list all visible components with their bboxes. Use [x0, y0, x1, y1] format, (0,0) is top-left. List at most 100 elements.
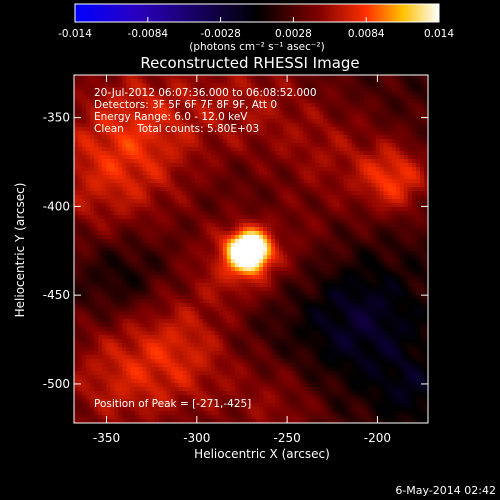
- heatmap-cell: [86, 247, 91, 252]
- heatmap-cell: [226, 411, 232, 416]
- heatmap-cell: [226, 75, 232, 80]
- heatmap-cell: [102, 143, 107, 148]
- heatmap-cell: [234, 187, 240, 192]
- heatmap-cell: [238, 267, 244, 272]
- heatmap-cell: [158, 179, 163, 184]
- heatmap-cell: [198, 299, 204, 304]
- heatmap-cell: [246, 179, 252, 184]
- heatmap-cell: [198, 335, 204, 340]
- heatmap-cell: [267, 299, 272, 304]
- heatmap-cell: [138, 255, 143, 260]
- heatmap-cell: [154, 175, 159, 180]
- heatmap-cell: [134, 107, 139, 112]
- heatmap-cell: [206, 107, 212, 112]
- heatmap-cell: [202, 335, 208, 340]
- heatmap-cell: [166, 139, 172, 144]
- heatmap-cell: [198, 395, 204, 400]
- heatmap-cell: [142, 231, 147, 236]
- heatmap-cell: [279, 259, 284, 264]
- heatmap-cell: [194, 191, 200, 196]
- heatmap-cell: [114, 327, 119, 332]
- heatmap-cell: [267, 383, 272, 388]
- heatmap-cell: [154, 239, 159, 244]
- heatmap-cell: [206, 187, 212, 192]
- heatmap-cell: [86, 239, 91, 244]
- heatmap-cell: [202, 263, 208, 268]
- heatmap-cell: [226, 371, 232, 376]
- heatmap-cell: [267, 83, 272, 88]
- heatmap-cell: [295, 275, 300, 280]
- heatmap-cell: [182, 235, 188, 240]
- heatmap-cell: [142, 175, 147, 180]
- heatmap-cell: [158, 291, 163, 296]
- heatmap-cell: [90, 395, 95, 400]
- heatmap-cell: [146, 203, 151, 208]
- heatmap-cell: [226, 195, 232, 200]
- heatmap-cell: [202, 299, 208, 304]
- heatmap-cell: [166, 135, 172, 140]
- heatmap-cell: [186, 155, 192, 160]
- heatmap-cell: [291, 175, 296, 180]
- heatmap-cell: [162, 95, 168, 100]
- heatmap-cell: [206, 195, 212, 200]
- heatmap-cell: [118, 255, 123, 260]
- heatmap-cell: [94, 379, 99, 384]
- heatmap-cell: [166, 171, 172, 176]
- heatmap-cell: [263, 91, 268, 96]
- heatmap-cell: [74, 223, 79, 228]
- heatmap-cell: [267, 127, 272, 132]
- heatmap-cell: [110, 395, 115, 400]
- heatmap-cell: [186, 87, 192, 92]
- heatmap-cell: [138, 399, 143, 404]
- heatmap-cell: [230, 391, 236, 396]
- heatmap-cell: [194, 251, 200, 256]
- heatmap-cell: [299, 299, 304, 304]
- heatmap-cell: [174, 219, 180, 224]
- heatmap-cell: [138, 299, 143, 304]
- heatmap-cell: [202, 271, 208, 276]
- heatmap-cell: [242, 75, 248, 80]
- heatmap-cell: [259, 135, 264, 140]
- heatmap-cell: [138, 167, 143, 172]
- heatmap-cell: [78, 399, 83, 404]
- heatmap-cell: [234, 355, 240, 360]
- heatmap-cell: [150, 395, 155, 400]
- heatmap-cell: [182, 267, 188, 272]
- heatmap-cell: [234, 415, 240, 420]
- heatmap-cell: [275, 83, 280, 88]
- heatmap-cell: [246, 283, 252, 288]
- heatmap-cell: [102, 295, 107, 300]
- heatmap-cell: [98, 223, 103, 228]
- heatmap-cell: [263, 231, 268, 236]
- heatmap-cell: [82, 295, 87, 300]
- heatmap-cell: [110, 371, 115, 376]
- heatmap-cell: [158, 103, 163, 108]
- heatmap-cell: [174, 107, 180, 112]
- heatmap-cell: [114, 363, 119, 368]
- heatmap-cell: [267, 139, 272, 144]
- heatmap-cell: [255, 315, 260, 320]
- heatmap-cell: [279, 395, 284, 400]
- heatmap-cell: [251, 363, 256, 368]
- heatmap-cell: [299, 383, 304, 388]
- heatmap-cell: [246, 171, 252, 176]
- heatmap-cell: [246, 291, 252, 296]
- heatmap-cell: [134, 275, 139, 280]
- heatmap-cell: [174, 315, 180, 320]
- heatmap-cell: [259, 347, 264, 352]
- heatmap-cell: [90, 159, 95, 164]
- heatmap-cell: [106, 183, 111, 188]
- heatmap-cell: [255, 411, 260, 416]
- heatmap-cell: [102, 263, 107, 268]
- heatmap-cell: [98, 395, 103, 400]
- heatmap-cell: [222, 399, 228, 404]
- heatmap-cell: [222, 271, 228, 276]
- heatmap-cell: [251, 107, 256, 112]
- heatmap-cell: [210, 151, 216, 156]
- heatmap-cell: [182, 119, 188, 124]
- heatmap-cell: [146, 155, 151, 160]
- heatmap-cell: [122, 339, 127, 344]
- heatmap-cell: [222, 111, 228, 116]
- heatmap-cell: [202, 291, 208, 296]
- heatmap-cell: [206, 203, 212, 208]
